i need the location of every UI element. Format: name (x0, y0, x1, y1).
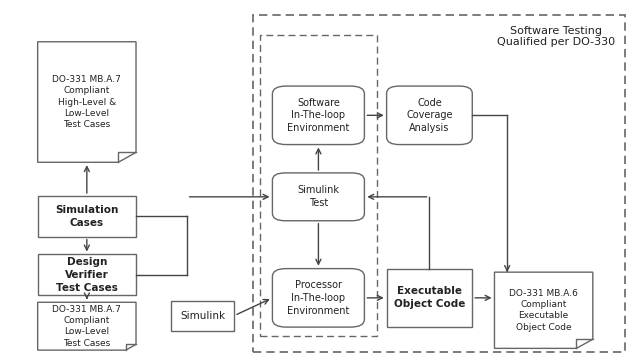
Text: DO-331 MB.A.7
Compliant
Low-Level
Test Cases: DO-331 MB.A.7 Compliant Low-Level Test C… (52, 305, 121, 348)
Text: Simulink: Simulink (180, 311, 225, 320)
FancyBboxPatch shape (387, 86, 472, 145)
Polygon shape (38, 42, 136, 162)
Text: DO-331 MB.A.7
Compliant
High-Level &
Low-Level
Test Cases: DO-331 MB.A.7 Compliant High-Level & Low… (52, 75, 121, 130)
FancyBboxPatch shape (273, 86, 364, 145)
Text: Software Testing
Qualified per DO-330: Software Testing Qualified per DO-330 (497, 26, 615, 48)
Text: Design
Verifier
Test Cases: Design Verifier Test Cases (56, 257, 118, 293)
Bar (38, 255, 136, 295)
Polygon shape (38, 302, 136, 350)
Bar (38, 196, 136, 237)
Bar (253, 15, 625, 352)
Bar (171, 301, 234, 330)
FancyBboxPatch shape (273, 269, 364, 327)
Text: Executable
Object Code: Executable Object Code (394, 287, 465, 309)
Text: Code
Coverage
Analysis: Code Coverage Analysis (406, 98, 452, 133)
Text: Processor
In-The-loop
Environment: Processor In-The-loop Environment (287, 280, 349, 316)
FancyBboxPatch shape (273, 173, 364, 221)
Text: Software
In-The-loop
Environment: Software In-The-loop Environment (287, 98, 349, 133)
Polygon shape (495, 272, 593, 348)
Bar (260, 35, 377, 336)
Bar (387, 269, 472, 327)
Text: DO-331 MB.A.6
Compliant
Executable
Object Code: DO-331 MB.A.6 Compliant Executable Objec… (509, 289, 578, 332)
Text: Simulink
Test: Simulink Test (298, 185, 339, 208)
Text: Simulation
Cases: Simulation Cases (55, 205, 118, 228)
